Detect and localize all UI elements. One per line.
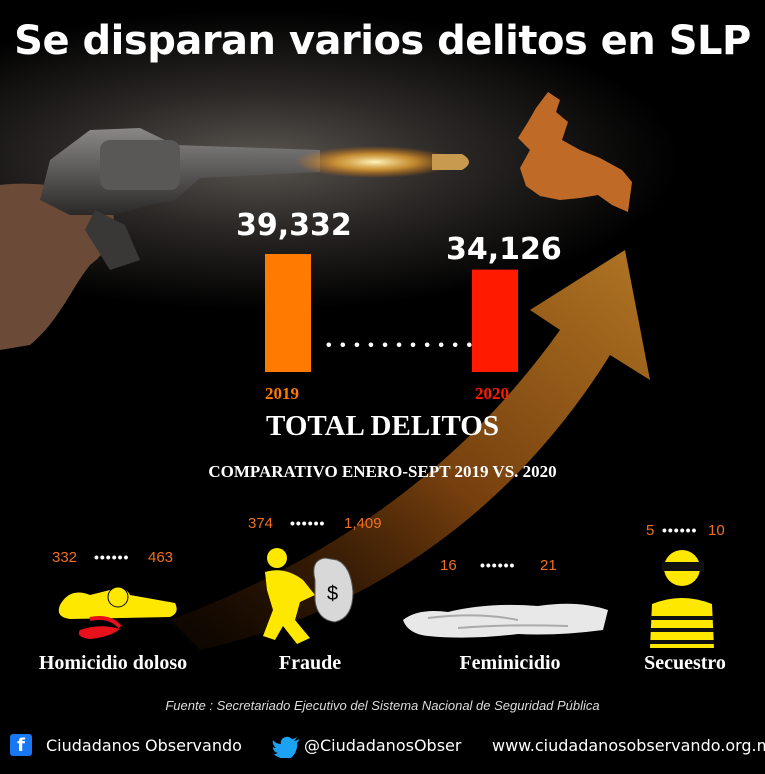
twitter-icon[interactable] xyxy=(272,736,300,758)
secuestro-dots: •••••• xyxy=(662,522,698,538)
secuestro-victim-icon xyxy=(650,550,714,648)
secuestro-2019-value: 5 xyxy=(646,522,655,539)
homicidio-dots: •••••• xyxy=(94,549,130,565)
bullet-icon xyxy=(432,154,469,170)
fraude-2019-value: 374 xyxy=(248,515,274,532)
bar-2020 xyxy=(472,269,518,372)
source-note: Fuente : Secretariado Ejecutivo del Sist… xyxy=(165,698,600,713)
secuestro-2020-value: 10 xyxy=(708,522,725,539)
total-delitos-bars xyxy=(265,254,518,372)
feminicidio-shroud-icon xyxy=(403,603,608,638)
feminicidio-2019-value: 16 xyxy=(440,557,457,574)
trend-arrow xyxy=(170,250,650,650)
label-feminicidio: Feminicidio xyxy=(459,652,561,674)
slp-map-icon xyxy=(518,92,632,212)
page-title: Se disparan varios delitos en SLP xyxy=(14,18,751,64)
twitter-handle[interactable]: @CiudadanosObser xyxy=(304,736,462,755)
label-fraude: Fraude xyxy=(278,652,342,674)
svg-text:$: $ xyxy=(327,583,338,605)
bar-value-2020: 34,126 xyxy=(446,232,562,267)
fraude-dots: •••••• xyxy=(290,515,326,531)
website-link[interactable]: www.ciudadanosobservando.org.mx xyxy=(492,736,765,755)
bar-label-2020: 2020 xyxy=(475,384,509,403)
fraude-2020-value: 1,409 xyxy=(344,515,382,532)
facebook-icon[interactable]: f xyxy=(10,734,32,756)
bar-value-2019: 39,332 xyxy=(236,208,352,243)
label-secuestro: Secuestro xyxy=(644,652,726,674)
feminicidio-2020-value: 21 xyxy=(540,557,557,574)
label-homicidio-doloso: Homicidio doloso xyxy=(38,652,188,674)
comparison-title: COMPARATIVO ENERO-SEPT 2019 VS. 2020 xyxy=(208,462,557,481)
fraude-thief-icon: $ xyxy=(263,548,354,644)
facebook-link[interactable]: Ciudadanos Observando xyxy=(46,736,242,755)
bar-label-2019: 2019 xyxy=(265,384,299,403)
muzzle-flash xyxy=(295,146,455,178)
homicidio-body-icon xyxy=(58,586,177,639)
homicidio-2019-value: 332 xyxy=(52,549,78,566)
bar-2019 xyxy=(265,254,311,372)
feminicidio-dots: •••••• xyxy=(480,557,516,573)
revolver-icon xyxy=(40,128,320,270)
chart-title: TOTAL DELITOS xyxy=(266,410,499,442)
homicidio-2020-value: 463 xyxy=(148,549,174,566)
bars-connector-dots: • • • • • • • • • • • xyxy=(326,337,474,354)
hand-shape xyxy=(0,183,114,350)
